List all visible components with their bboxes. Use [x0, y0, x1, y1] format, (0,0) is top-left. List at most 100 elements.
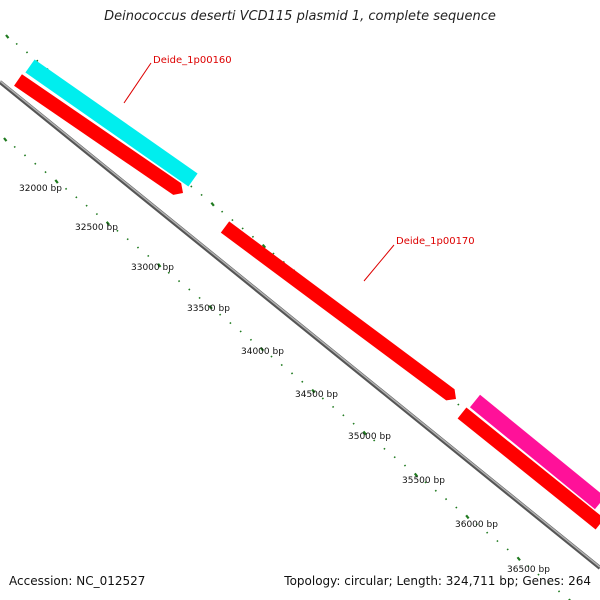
- outer-minor-tick: [457, 403, 460, 406]
- inner-minor-tick: [352, 422, 355, 425]
- inner-minor-tick: [177, 280, 181, 283]
- inner-minor-tick: [290, 372, 294, 375]
- backbone-highlight: [0, 80, 600, 568]
- outer-minor-tick: [231, 218, 234, 222]
- outer-minor-tick: [221, 210, 224, 213]
- inner-minor-tick: [95, 212, 98, 216]
- inner-minor-tick: [342, 414, 345, 417]
- inner-major-tick: [208, 305, 213, 310]
- tick-labels: 32000 bp 32500 bp 33000 bp 33500 bp 34000 bp…: [19, 184, 550, 575]
- outer-major-tick: [210, 202, 215, 207]
- feature-band-magenta: [469, 394, 600, 510]
- outer-minor-tick: [272, 252, 275, 255]
- inner-minor-tick: [506, 548, 509, 551]
- feature-band-cyan: [25, 59, 198, 187]
- inner-major-tick: [3, 137, 8, 142]
- inner-minor-tick: [403, 464, 407, 467]
- inner-minor-tick: [249, 338, 253, 341]
- inner-major-tick: [105, 221, 111, 226]
- inner-major-tick: [311, 388, 316, 394]
- inner-minor-tick: [167, 271, 170, 274]
- inner-major-tick: [516, 556, 521, 562]
- map-title: Deinococcus deserti VCD115 plasmid 1, co…: [104, 9, 496, 24]
- inner-minor-tick: [219, 313, 222, 316]
- outer-major-tick: [261, 243, 267, 249]
- inner-major-tick: [413, 472, 419, 478]
- inner-minor-tick: [85, 204, 88, 207]
- inner-minor-tick: [270, 355, 273, 358]
- tick-label: 35500 bp: [402, 476, 445, 486]
- cds-track: [14, 74, 600, 530]
- inner-minor-tick: [444, 498, 448, 501]
- inner-minor-tick: [23, 154, 27, 157]
- inner-minor-tick: [116, 229, 119, 232]
- tick-label: 36000 bp: [455, 520, 498, 530]
- inner-minor-tick: [64, 187, 68, 190]
- tick-label: 33500 bp: [187, 304, 230, 314]
- inner-minor-tick: [332, 405, 335, 408]
- inner-minor-tick: [486, 531, 489, 534]
- inner-minor-tick: [383, 447, 386, 450]
- feature-track: [25, 59, 600, 510]
- inner-minor-tick: [147, 254, 150, 258]
- inner-minor-tick: [547, 581, 550, 585]
- inner-minor-tick: [126, 238, 129, 241]
- inner-minor-tick: [229, 321, 232, 325]
- gene-labels: Deide_1p00160 Deide_1p00170: [123, 55, 475, 282]
- inner-minor-tick: [373, 439, 376, 442]
- inner-minor-tick: [75, 196, 78, 199]
- outer-minor-tick: [15, 42, 18, 46]
- inner-minor-tick: [455, 506, 458, 509]
- cds-arrow: [14, 74, 183, 195]
- outer-minor-tick: [241, 227, 244, 230]
- gene-label: Deide_1p00170: [396, 236, 475, 247]
- inner-minor-tick: [34, 162, 37, 165]
- inner-minor-tick: [44, 171, 47, 174]
- accession-text: Accession: NC_012527: [9, 574, 146, 588]
- backbone: [0, 80, 600, 570]
- inner-minor-tick: [537, 573, 540, 576]
- tick-label: 35000 bp: [348, 432, 391, 442]
- tick-label: 36500 bp: [507, 565, 550, 575]
- tick-label: 32500 bp: [75, 223, 118, 233]
- inner-minor-tick: [424, 481, 427, 484]
- inner-minor-tick: [280, 363, 283, 367]
- inner-major-tick: [259, 346, 265, 352]
- inner-minor-tick: [188, 288, 191, 291]
- gene-label-leader: [123, 62, 152, 104]
- tick-label: 32000 bp: [19, 184, 62, 194]
- inner-minor-tick: [239, 330, 242, 333]
- inner-minor-tick: [434, 489, 437, 492]
- inner-minor-tick: [321, 397, 324, 400]
- outer-minor-tick: [200, 193, 203, 196]
- inner-minor-tick: [136, 246, 140, 249]
- tick-label: 33000 bp: [131, 263, 174, 273]
- inner-minor-tick: [301, 380, 304, 383]
- outer-minor-tick: [190, 185, 193, 188]
- summary-text: Topology: circular; Length: 324,711 bp; …: [284, 574, 591, 588]
- inner-minor-tick: [527, 565, 530, 568]
- inner-major-tick: [362, 430, 367, 436]
- inner-minor-tick: [557, 590, 561, 593]
- inner-minor-tick: [198, 296, 201, 299]
- inner-minor-tick: [475, 523, 478, 526]
- cds-arrow: [220, 221, 456, 401]
- cds-arrow: [457, 407, 600, 530]
- inner-minor-tick: [13, 145, 16, 149]
- inner-major-tick: [157, 263, 162, 268]
- inner-major-tick: [54, 179, 59, 184]
- outer-major-tick: [5, 34, 10, 39]
- gene-label: Deide_1p00160: [153, 55, 232, 66]
- outer-minor-tick: [25, 51, 29, 54]
- inner-minor-tick: [496, 539, 499, 543]
- inner-tick-track: [3, 137, 571, 600]
- gene-label-leader: [363, 244, 395, 282]
- outer-minor-tick: [36, 59, 39, 62]
- tick-label: 34000 bp: [241, 347, 284, 357]
- outer-minor-tick: [251, 235, 255, 238]
- tick-label: 34500 bp: [295, 390, 338, 400]
- inner-minor-tick: [393, 456, 396, 459]
- backbone-line: [0, 80, 600, 570]
- inner-major-tick: [465, 514, 470, 520]
